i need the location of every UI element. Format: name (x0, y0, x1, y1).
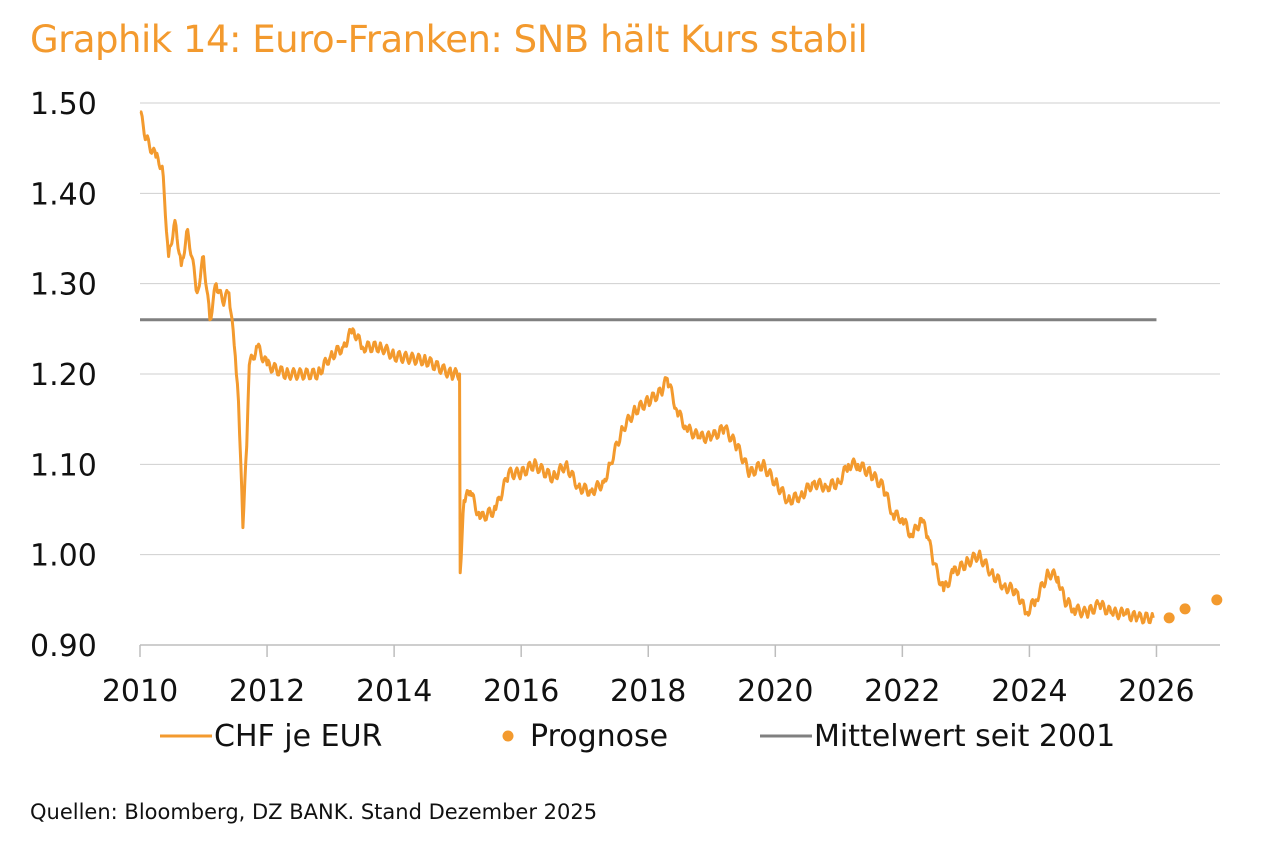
x-tick-label: 2024 (991, 674, 1067, 709)
x-tick-label: 2014 (356, 674, 432, 709)
legend-label-chf-eur: CHF je EUR (214, 719, 382, 754)
x-tick-label: 2012 (229, 674, 305, 709)
y-tick-label: 1.30 (30, 268, 97, 303)
legend-swatch-prognose (502, 730, 514, 742)
y-tick-label: 0.90 (30, 629, 97, 664)
y-tick-label: 1.50 (30, 87, 97, 122)
x-tick-label: 2026 (1118, 674, 1194, 709)
forecast-point (1179, 603, 1191, 615)
legend-label-prognose: Prognose (530, 719, 668, 754)
source-note: Quellen: Bloomberg, DZ BANK. Stand Dezem… (30, 800, 598, 824)
y-tick-label: 1.10 (30, 448, 97, 483)
chart-title: Graphik 14: Euro-Franken: SNB hält Kurs … (30, 18, 868, 61)
x-tick-label: 2020 (737, 674, 813, 709)
chf-eur-line (139, 110, 1155, 625)
legend-label-mean: Mittelwert seit 2001 (814, 719, 1115, 754)
y-tick-label: 1.40 (30, 177, 97, 212)
x-tick-label: 2016 (483, 674, 559, 709)
forecast-point (1163, 612, 1175, 624)
y-tick-label: 1.20 (30, 358, 97, 393)
x-tick-label: 2010 (102, 674, 178, 709)
forecast-point (1211, 594, 1223, 606)
x-tick-label: 2018 (610, 674, 686, 709)
x-tick-label: 2022 (864, 674, 940, 709)
y-tick-label: 1.00 (30, 539, 97, 574)
